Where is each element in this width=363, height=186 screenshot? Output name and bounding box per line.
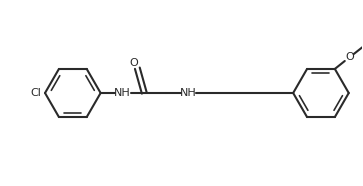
Text: O: O <box>345 52 354 62</box>
Text: Cl: Cl <box>30 88 41 98</box>
Text: O: O <box>129 58 138 68</box>
Text: NH: NH <box>114 88 131 98</box>
Text: NH: NH <box>180 88 196 98</box>
